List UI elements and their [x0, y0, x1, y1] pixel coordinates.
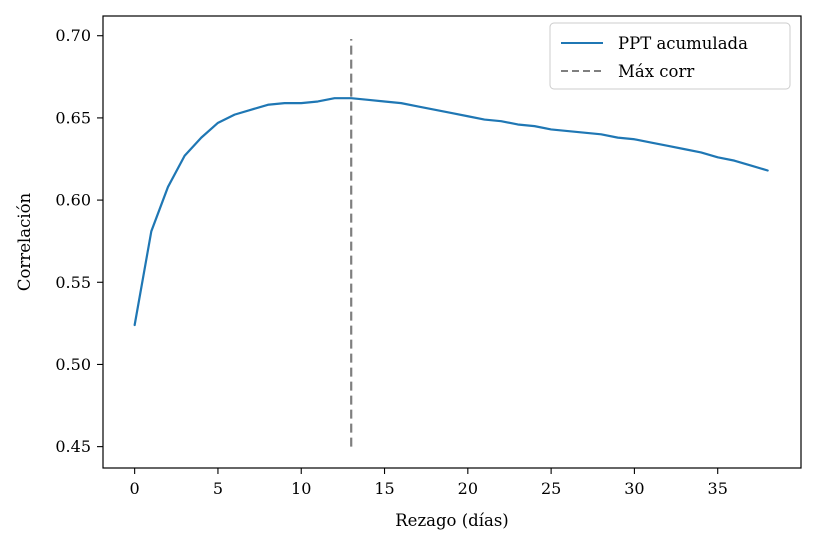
x-axis-label: Rezago (días) [395, 511, 508, 530]
x-tick-label: 15 [374, 479, 394, 498]
x-tick-label: 20 [458, 479, 478, 498]
x-tick-label: 0 [130, 479, 140, 498]
legend: PPT acumulada Máx corr [549, 22, 791, 90]
x-axis-ticks: 0 5 10 15 20 25 30 35 [130, 468, 728, 498]
x-tick-label: 25 [541, 479, 561, 498]
y-tick-label: 0.50 [55, 355, 91, 374]
y-axis-label: Correlación [15, 192, 34, 291]
y-tick-label: 0.60 [55, 191, 91, 210]
series-layer [133, 39, 769, 447]
legend-label-max-corr: Máx corr [618, 62, 694, 81]
x-tick-label: 35 [708, 479, 728, 498]
legend-label-ppt-acumulada: PPT acumulada [618, 34, 748, 53]
x-tick-label: 5 [213, 479, 223, 498]
y-tick-label: 0.65 [55, 108, 91, 127]
x-tick-label: 30 [624, 479, 644, 498]
legend-box [549, 22, 791, 90]
y-tick-label: 0.55 [55, 273, 91, 292]
y-tick-label: 0.70 [55, 26, 91, 45]
y-axis-ticks: 0.45 0.50 0.55 0.60 0.65 0.70 [55, 26, 103, 456]
y-tick-label: 0.45 [55, 437, 91, 456]
x-tick-label: 10 [291, 479, 311, 498]
series-line-ppt-acumulada [133, 97, 769, 327]
plot-frame [102, 15, 802, 469]
